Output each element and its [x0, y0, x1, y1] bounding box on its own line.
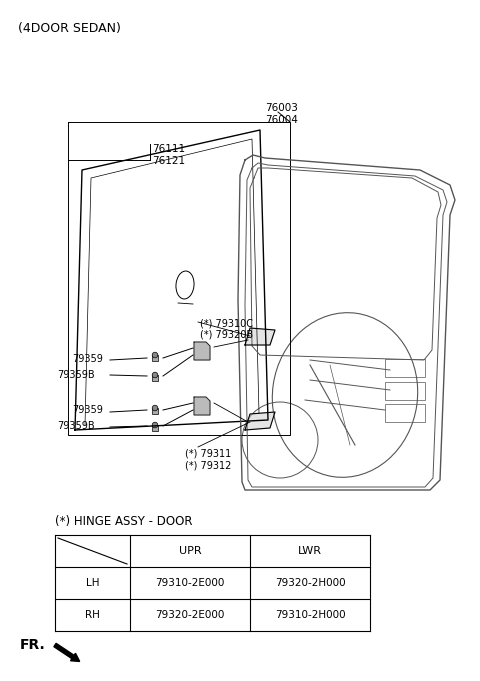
Bar — [385, 359, 425, 377]
Bar — [152, 355, 158, 361]
Text: 79359: 79359 — [72, 405, 103, 415]
Bar — [152, 425, 158, 430]
Bar — [385, 404, 425, 422]
Bar — [152, 408, 158, 413]
Polygon shape — [245, 328, 275, 345]
Polygon shape — [194, 342, 210, 360]
Text: 79320-2E000: 79320-2E000 — [156, 610, 225, 620]
Text: UPR: UPR — [179, 546, 201, 556]
Text: RH: RH — [85, 610, 100, 620]
Text: 79359B: 79359B — [57, 370, 95, 380]
Bar — [385, 382, 425, 400]
Text: LH: LH — [86, 578, 99, 588]
Text: 79310-2E000: 79310-2E000 — [156, 578, 225, 588]
Text: 79320-2H000: 79320-2H000 — [275, 578, 345, 588]
Text: 79310-2H000: 79310-2H000 — [275, 610, 345, 620]
FancyArrow shape — [54, 644, 80, 661]
Polygon shape — [245, 412, 275, 430]
Text: (4DOOR SEDAN): (4DOOR SEDAN) — [18, 22, 121, 35]
Text: 76111
76121: 76111 76121 — [152, 144, 185, 165]
Circle shape — [152, 352, 158, 358]
Text: 79359: 79359 — [72, 354, 103, 364]
Circle shape — [152, 405, 158, 411]
Text: LWR: LWR — [298, 546, 322, 556]
Polygon shape — [194, 397, 210, 415]
Bar — [152, 375, 158, 381]
Text: (*) HINGE ASSY - DOOR: (*) HINGE ASSY - DOOR — [55, 515, 192, 528]
Circle shape — [152, 422, 158, 428]
Text: FR.: FR. — [20, 638, 46, 652]
Text: 76003
76004: 76003 76004 — [265, 103, 299, 125]
Text: (*) 79311
(*) 79312: (*) 79311 (*) 79312 — [185, 449, 231, 471]
Circle shape — [152, 373, 158, 378]
Text: (*) 79310C
(*) 79320B: (*) 79310C (*) 79320B — [200, 318, 253, 340]
Text: 79359B: 79359B — [57, 421, 95, 431]
